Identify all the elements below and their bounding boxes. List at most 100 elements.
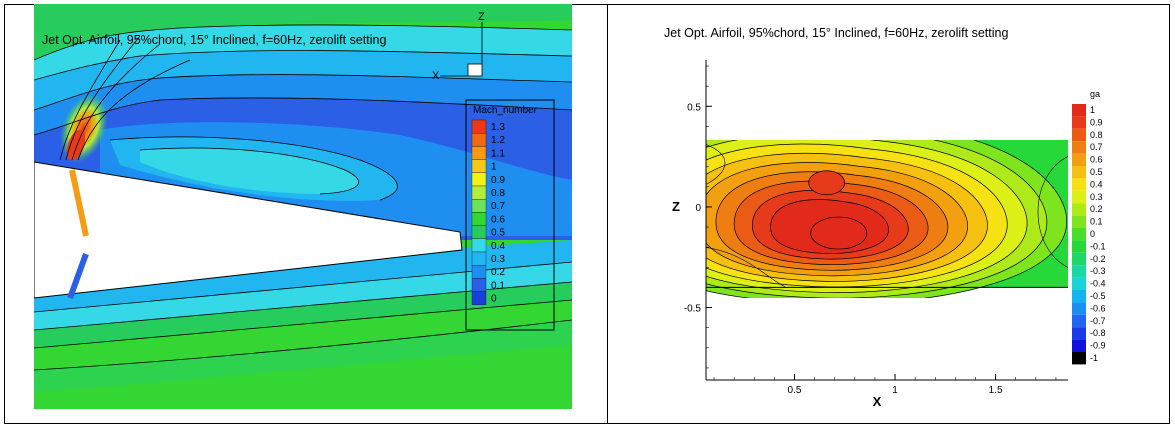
ga-legend-swatch — [1072, 116, 1086, 129]
ga-legend-label: 0.8 — [1090, 130, 1103, 140]
mach-legend-swatch — [471, 265, 487, 279]
ga-legend-swatch — [1072, 327, 1086, 340]
ga-legend-label: -0.7 — [1090, 316, 1106, 326]
ga-legend-label: -0.6 — [1090, 303, 1106, 313]
y-tick-label: 0.5 — [687, 102, 701, 113]
axis-triad: X Z — [432, 11, 485, 82]
triad-x-label: X — [432, 70, 440, 82]
ga-legend-label: -0.1 — [1090, 241, 1106, 251]
ga-legend-swatch — [1072, 290, 1086, 303]
ga-legend-swatch — [1072, 277, 1086, 290]
ga-legend-label: 0.5 — [1090, 167, 1103, 177]
ga-legend-label: -0.8 — [1090, 328, 1106, 338]
ga-legend-swatch — [1072, 252, 1086, 266]
ga-legend-swatch — [1072, 104, 1086, 117]
mach-legend-swatch — [471, 291, 487, 305]
ga-legend-swatch — [1072, 240, 1086, 253]
ga-legend-swatch — [1072, 314, 1086, 328]
jet-slot-upper — [69, 169, 89, 237]
ga-legend-label: -0.5 — [1090, 291, 1106, 301]
mach-legend-label: 1.2 — [491, 135, 505, 146]
y-axis-label: Z — [672, 199, 680, 214]
ga-peak-core — [810, 216, 868, 250]
mach-legend-label: 0.9 — [491, 175, 505, 186]
ga-legend-label: -0.3 — [1090, 266, 1106, 276]
mach-band — [34, 4, 572, 60]
ga-legend-swatch — [1072, 215, 1086, 228]
mach-legend-swatch — [471, 225, 487, 239]
ga-legend-label: 1 — [1090, 105, 1095, 115]
mach-legend-box — [465, 99, 555, 331]
ga-edge-contour — [706, 247, 787, 288]
mach-legend-label: 1.1 — [491, 148, 505, 159]
ga-legend-label: 0.6 — [1090, 155, 1103, 165]
mach-legend-swatch — [471, 251, 487, 266]
mach-band — [34, 282, 572, 348]
mach-legend-label: 0.4 — [491, 241, 505, 252]
mach-legend-swatch — [471, 278, 487, 292]
ga-legend-swatch — [1072, 153, 1086, 166]
ga-legend-label: 0.3 — [1090, 192, 1103, 202]
mach-legend-swatch — [471, 146, 487, 160]
mach-legend-swatch — [471, 199, 487, 213]
mach-legend-swatch — [471, 133, 487, 147]
x-tick-label: 1.5 — [989, 385, 1003, 396]
triad-z-label: Z — [478, 11, 485, 23]
ga-contour-panel: Jet Opt. Airfoil, 95%chord, 15° Inclined… — [664, 26, 1106, 409]
ga-contour-field — [706, 140, 1068, 298]
mach-band — [34, 240, 572, 312]
ga-legend-label: 0.1 — [1090, 217, 1103, 227]
mach-legend-label: 0.1 — [491, 280, 505, 291]
ga-legend-label: 0.9 — [1090, 117, 1103, 127]
ga-legend-swatch — [1072, 352, 1086, 365]
ga-legend-label: 0.7 — [1090, 142, 1103, 152]
ga-legend-swatch — [1072, 128, 1086, 142]
mach-contour-panel: X Z Jet Opt. Airfoil, 95%chord, 15° Incl… — [34, 4, 572, 409]
ga-legend-title: ga — [1090, 89, 1100, 99]
airfoil-body — [34, 161, 463, 299]
ga-legend-label: -0.9 — [1090, 341, 1106, 351]
ga-legend-label: 0 — [1090, 229, 1095, 239]
mach-band — [140, 148, 359, 194]
mach-legend-swatch — [471, 119, 487, 134]
ga-edge-contour — [706, 144, 726, 185]
x-tick-label: 0.5 — [788, 385, 802, 396]
right-chart-title: Jet Opt. Airfoil, 95%chord, 15° Inclined… — [664, 26, 1008, 40]
jet-slot-lower — [67, 252, 89, 300]
ga-legend-swatch — [1072, 178, 1086, 191]
ga-legend-label: -0.2 — [1090, 254, 1106, 264]
mach-legend-swatch — [471, 159, 487, 173]
mach-legend-swatch — [471, 185, 487, 200]
mach-legend: Mach_number 1.3 1.2 1.1 1 0.9 0.8 0.7 0.6 0.5 0.4… — [465, 99, 555, 331]
mach-legend-label: 0.5 — [491, 228, 505, 239]
ga-legend-label: -0.4 — [1090, 279, 1106, 289]
mach-band — [34, 320, 572, 392]
mach-legend-label: 0.6 — [491, 214, 505, 225]
ga-axes: 0.5 1 1.5 0.5 0 -0.5 — [684, 60, 1068, 396]
mach-legend-swatch — [471, 238, 487, 253]
ga-legend-swatch — [1072, 166, 1086, 179]
ga-legend-swatch — [1072, 190, 1086, 204]
x-tick-label: 1 — [892, 385, 898, 396]
x-axis-label: X — [873, 394, 882, 409]
mach-contour-field: X Z — [34, 4, 572, 409]
mach-band — [34, 262, 572, 330]
ga-legend-swatch — [1072, 203, 1086, 216]
mach-legend-label: 1 — [491, 162, 497, 173]
ga-legend-swatch — [1072, 228, 1086, 241]
ga-edge-contour — [1037, 156, 1068, 268]
mach-legend-label: 0.3 — [491, 254, 505, 265]
ga-legend-label: -1 — [1090, 353, 1098, 363]
mach-legend-swatch — [471, 212, 487, 226]
mach-legend-label: 0 — [491, 294, 497, 305]
mach-legend-label: 0.7 — [491, 201, 505, 212]
y-tick-label: -0.5 — [684, 304, 702, 315]
ga-legend-label: 0.2 — [1090, 204, 1103, 214]
mach-legend-label: 1.3 — [491, 122, 505, 133]
ga-legend-swatch — [1072, 141, 1086, 154]
mach-legend-label: 0.8 — [491, 188, 505, 199]
mach-legend-swatch — [471, 172, 487, 187]
mach-legend-title: Mach_number — [473, 105, 538, 116]
ga-legend-swatch — [1072, 265, 1086, 278]
ga-legend: ga 1 0.9 0.8 0.7 0.6 0.5 0.4 0.3 0.2 0.1 0 -0.1 -0.2… — [1072, 89, 1106, 365]
